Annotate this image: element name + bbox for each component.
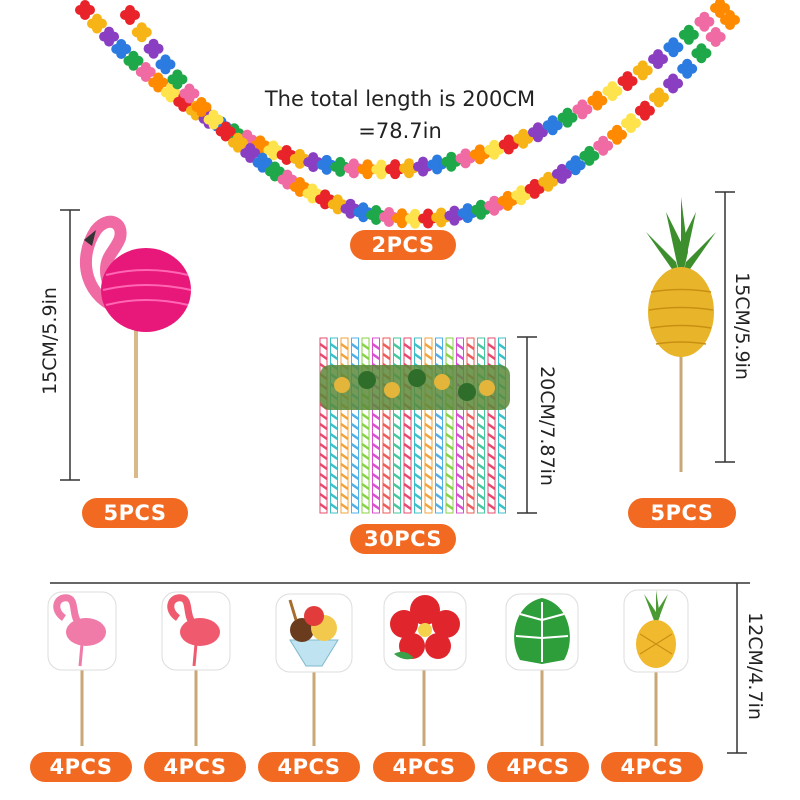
dimension-line-pineapple xyxy=(715,191,735,463)
garland-qty-badge: 2PCS xyxy=(350,230,456,260)
garland-flower xyxy=(120,5,140,25)
hibiscus-topper-icon xyxy=(383,591,467,746)
pineapple-topper-icon xyxy=(623,589,689,746)
topper-qty-badge-4: 4PCS xyxy=(373,752,475,782)
dimension-line-toppers-top xyxy=(50,582,750,584)
garland-flower xyxy=(678,24,699,45)
topper-qty-badge-1: 4PCS xyxy=(30,752,132,782)
garland-flower xyxy=(677,58,698,79)
garland-flower xyxy=(691,43,712,64)
garland-length-caption: The total length is 200CM xyxy=(264,87,536,111)
garland-flower xyxy=(694,11,715,32)
garland-flower xyxy=(99,26,120,47)
straws-size-label: 20CM/7.87in xyxy=(536,366,558,486)
paper-straws-illustration xyxy=(319,337,510,514)
garland-flower xyxy=(131,22,152,43)
garland-flower xyxy=(75,0,95,20)
pineapple-size-label: 15CM/5.9in xyxy=(731,272,753,380)
pineapple-honeycomb-icon xyxy=(646,197,716,472)
flamingo-topper-icon xyxy=(47,591,117,746)
dimension-line-toppers xyxy=(727,583,747,754)
garland-flower xyxy=(155,54,176,75)
garland-length-inches: =78.7in xyxy=(358,119,442,143)
garland-flower xyxy=(143,38,164,59)
straws-qty-badge: 30PCS xyxy=(350,524,456,554)
topper-qty-badge-3: 4PCS xyxy=(258,752,360,782)
toppers-size-label: 12CM/4.7in xyxy=(744,612,766,720)
ice-cream-topper-icon xyxy=(275,593,353,746)
palm-leaf-topper-icon xyxy=(505,593,579,746)
topper-qty-badge-2: 4PCS xyxy=(144,752,246,782)
flamingo-size-label: 15CM/5.9in xyxy=(39,287,61,395)
flamingo-topper-icon xyxy=(161,591,231,746)
pineapple-qty-badge: 5PCS xyxy=(628,498,736,528)
garland-flower xyxy=(705,27,726,48)
dimension-line-flamingo xyxy=(60,209,80,481)
garland-flower xyxy=(663,37,684,58)
garland-flower xyxy=(648,49,669,70)
topper-qty-badge-6: 4PCS xyxy=(601,752,703,782)
garland-flower xyxy=(86,13,107,34)
topper-qty-badge-5: 4PCS xyxy=(487,752,589,782)
dimension-line-straws xyxy=(517,336,537,514)
flamingo-qty-badge: 5PCS xyxy=(82,498,188,528)
flamingo-honeycomb-icon xyxy=(79,215,192,478)
